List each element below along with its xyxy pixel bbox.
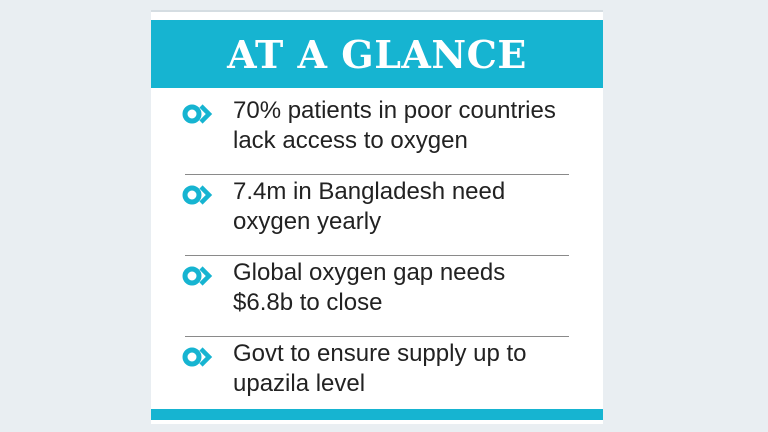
footer-bar (151, 409, 603, 420)
circle-chevron-right-icon (182, 185, 213, 205)
fact-line: 7.4m in Bangladesh need (233, 178, 506, 205)
fact-line: 70% patients in poor countries (233, 97, 556, 124)
fact-line: Global oxygen gap needs (233, 259, 506, 286)
fact-text: Global oxygen gap needs $6.8b to close (233, 258, 573, 318)
circle-chevron-right-icon (182, 347, 213, 367)
fact-line: Govt to ensure supply up to (233, 340, 527, 367)
circle-chevron-right-icon (182, 104, 213, 124)
fact-line: $6.8b to close (233, 289, 383, 316)
fact-text: Govt to ensure supply up to upazila leve… (233, 339, 573, 399)
fact-text: 7.4m in Bangladesh need oxygen yearly (233, 177, 573, 237)
divider (185, 174, 569, 175)
fact-line: lack access to oxygen (233, 127, 468, 154)
fact-list: 70% patients in poor countries lack acce… (151, 94, 603, 418)
circle-chevron-right-icon (182, 266, 213, 286)
header-banner: AT A GLANCE (151, 20, 603, 88)
list-item: 7.4m in Bangladesh need oxygen yearly (151, 175, 603, 256)
panel-title: AT A GLANCE (227, 31, 527, 77)
divider (185, 336, 569, 337)
list-item: Govt to ensure supply up to upazila leve… (151, 337, 603, 418)
divider (185, 255, 569, 256)
at-a-glance-panel: AT A GLANCE 70% patients in poor countri… (151, 10, 603, 424)
list-item: Global oxygen gap needs $6.8b to close (151, 256, 603, 337)
fact-line: upazila level (233, 370, 366, 397)
list-item: 70% patients in poor countries lack acce… (151, 94, 603, 175)
fact-text: 70% patients in poor countries lack acce… (233, 96, 573, 156)
fact-line: oxygen yearly (233, 208, 382, 235)
